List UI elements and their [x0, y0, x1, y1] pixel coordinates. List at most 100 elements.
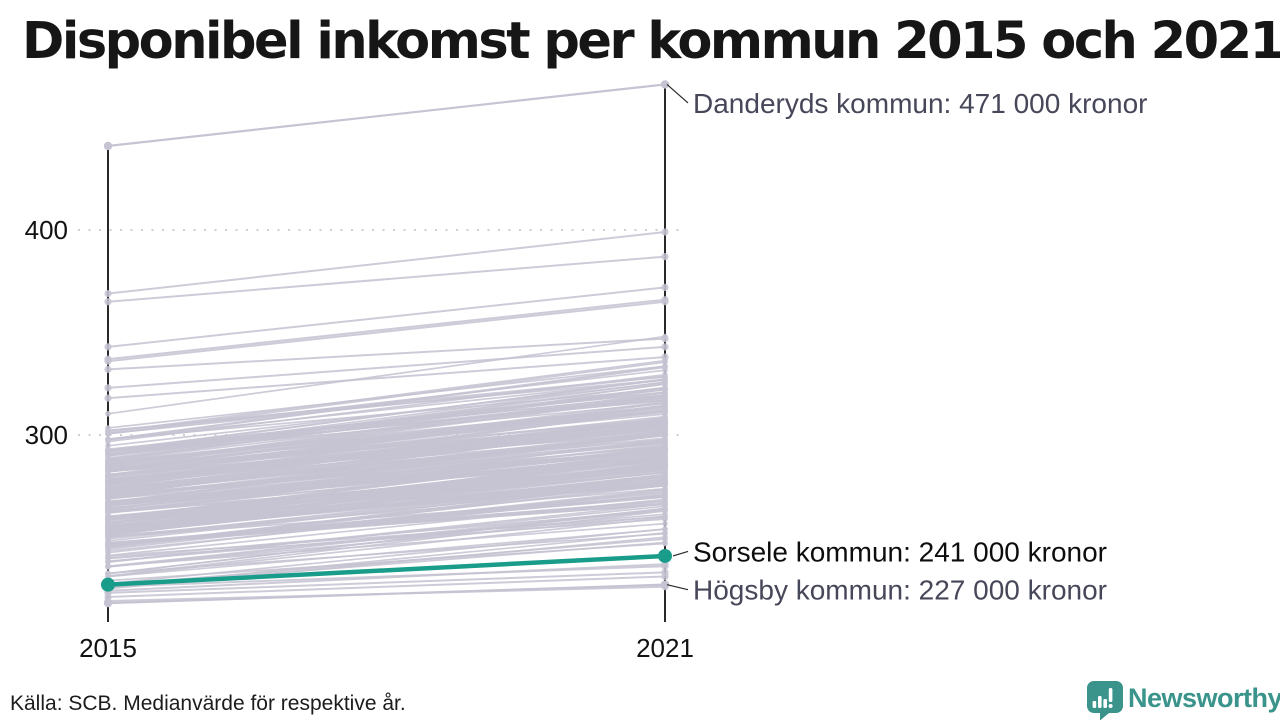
line-endpoint-dot [101, 577, 115, 592]
municipality-line [107, 493, 666, 552]
municipality-line [107, 337, 666, 371]
municipality-line [107, 513, 666, 562]
line-endpoint-dot [662, 530, 668, 537]
municipality-line [107, 366, 666, 441]
line-endpoint-dot [662, 505, 668, 512]
municipality-line [107, 383, 666, 457]
line-endpoint-dot [104, 298, 112, 306]
municipality-line [107, 516, 666, 578]
line-endpoint-dot [105, 529, 111, 535]
line-endpoint-dot [661, 335, 669, 343]
line-endpoint-dot [660, 80, 670, 89]
line-endpoint-dot [661, 228, 669, 236]
municipality-line [107, 373, 666, 443]
source-note: Källa: SCB. Medianvärde för respektive å… [10, 692, 406, 715]
municipality-line [107, 503, 666, 546]
line-endpoint-dot [662, 491, 668, 498]
line-endpoint-dot [104, 365, 112, 373]
line-endpoint-dot [662, 406, 668, 413]
line-endpoint-dot [104, 394, 112, 402]
line-endpoint-dot [105, 505, 111, 511]
page-title: Disponibel inkomst per kommun 2015 och 2… [22, 12, 1280, 71]
line-endpoint-dot [660, 580, 670, 589]
y-tick-label: 300 [25, 420, 68, 450]
line-endpoint-dot [662, 417, 668, 424]
municipality-line [107, 356, 666, 400]
municipality-line [107, 434, 666, 491]
municipality-line-labeled [107, 583, 666, 605]
municipality-line [107, 369, 666, 435]
newsworthy-logo: Newsworthy [1087, 681, 1280, 720]
line-endpoint-dot [105, 448, 111, 455]
municipality-line [107, 378, 666, 432]
line-endpoint-dot [662, 381, 668, 387]
leader-line [672, 550, 689, 557]
line-endpoint-dot [104, 357, 112, 365]
leader-line [666, 83, 689, 104]
municipality-line [107, 413, 666, 467]
municipality-line [107, 419, 666, 482]
municipality-line [107, 498, 666, 557]
municipality-line [107, 528, 666, 578]
line-endpoint-dot [662, 439, 668, 446]
line-endpoint-dot [105, 463, 111, 469]
line-endpoint-dot [662, 371, 668, 378]
line-endpoint-dot [662, 448, 668, 454]
line-endpoint-dot [105, 500, 111, 507]
municipality-line [107, 365, 666, 429]
line-endpoint-dot [661, 253, 669, 261]
line-endpoint-dot [662, 479, 668, 486]
line-endpoint-dot [104, 289, 112, 298]
line-endpoint-dot [662, 465, 668, 472]
line-endpoint-dot [662, 540, 668, 547]
line-endpoint-dot [661, 298, 669, 306]
municipality-line-highlighted [107, 553, 666, 587]
line-endpoint-dot [662, 520, 668, 527]
municipality-line [107, 379, 666, 440]
municipality-line [107, 345, 666, 389]
line-endpoint-dot [661, 572, 669, 581]
line-endpoint-dot [662, 367, 668, 374]
municipality-line [107, 443, 666, 505]
line-endpoint-dot [104, 384, 112, 392]
line-endpoint-dot [662, 421, 668, 428]
municipality-line [107, 463, 666, 521]
line-endpoint-dot [662, 386, 668, 392]
line-endpoint-dot [103, 598, 113, 608]
municipality-line [107, 286, 666, 348]
municipality-line [107, 425, 666, 486]
municipality-line [107, 388, 666, 461]
line-endpoint-dot [662, 500, 668, 507]
municipality-line [107, 563, 666, 592]
line-endpoint-dot [105, 477, 111, 484]
annotation-h-gsby-kommun: Högsby kommun: 227 000 kronor [693, 575, 1107, 606]
line-endpoint-dot [105, 509, 111, 516]
line-endpoint-dot [105, 427, 111, 434]
line-endpoint-dot [662, 432, 668, 439]
annotation-leader-lines [666, 83, 689, 591]
municipality-line [107, 359, 666, 433]
annotation-danderyds-kommun: Danderyds kommun: 471 000 kronor [693, 88, 1147, 119]
municipality-line [107, 255, 666, 303]
line-endpoint-dot [662, 457, 668, 464]
line-endpoint-dot [662, 461, 668, 468]
newsworthy-speech-bubble-chart-icon [1087, 681, 1123, 720]
municipality-line-labeled [107, 83, 666, 148]
line-endpoint-dot [105, 436, 111, 442]
line-endpoint-dot [661, 343, 669, 351]
line-endpoint-dot [103, 141, 113, 151]
line-endpoint-dot [662, 526, 668, 532]
line-endpoint-dot [661, 353, 669, 361]
municipality-line [107, 528, 666, 585]
line-endpoint-dot [662, 363, 668, 370]
line-endpoint-dot [105, 552, 111, 559]
line-endpoint-dot [105, 516, 111, 523]
annotation-sorsele-kommun: Sorsele kommun: 241 000 kronor [693, 536, 1107, 567]
line-endpoint-dot [105, 563, 111, 570]
municipality-line [107, 405, 666, 470]
line-endpoint-dot [662, 472, 668, 478]
municipality-line [107, 300, 666, 363]
municipality-line [107, 449, 666, 509]
